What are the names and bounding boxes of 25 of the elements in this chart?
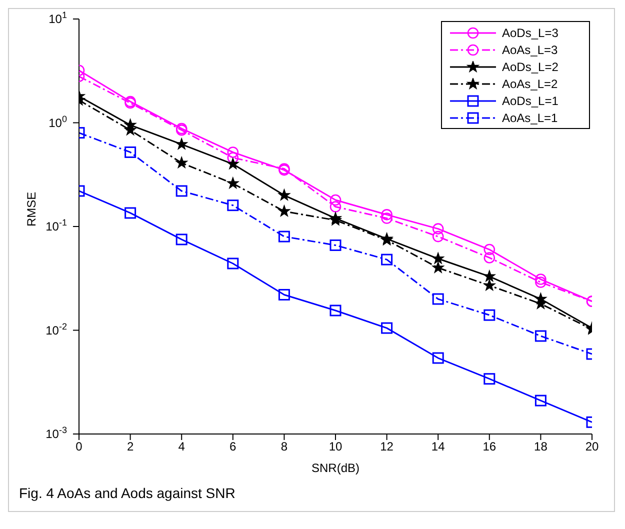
x-axis-title: SNR(dB) <box>311 461 360 475</box>
x-tick-label: 0 <box>76 440 83 454</box>
x-tick-label: 6 <box>230 440 237 454</box>
y-tick-label: 10$^{-1}$ <box>46 218 67 234</box>
y-axis-title: RMSE <box>24 192 38 226</box>
y-tick-label: 10$^{-3}$ <box>46 425 67 441</box>
x-tick-label: 14 <box>431 440 446 454</box>
x-tick-label: 8 <box>280 440 288 454</box>
x-tick-label: 10 <box>328 440 342 454</box>
legend-label: AoDs_L=2 <box>502 60 558 74</box>
x-tick-label: 20 <box>585 440 599 454</box>
x-tick-label: 4 <box>178 440 186 454</box>
x-tick-label: 18 <box>534 440 548 454</box>
x-tick-label: 2 <box>126 440 134 454</box>
legend-label: AoDs_L=3 <box>502 26 558 40</box>
x-tick-label: 12 <box>380 440 394 454</box>
legend-label: AoAs_L=1 <box>502 110 558 124</box>
y-tick-label: 10$^{-2}$ <box>46 321 67 338</box>
caption: Fig. 4 AoAs and Aods against SNR <box>19 485 236 501</box>
y-tick-label: 10$^{1}$ <box>48 10 67 26</box>
x-tick-label: 16 <box>482 440 496 454</box>
legend-label: AoAs_L=3 <box>502 42 558 56</box>
y-tick-label: 10$^{0}$ <box>48 114 67 130</box>
legend-label: AoAs_L=2 <box>502 76 558 90</box>
legend-label: AoDs_L=1 <box>502 94 558 108</box>
